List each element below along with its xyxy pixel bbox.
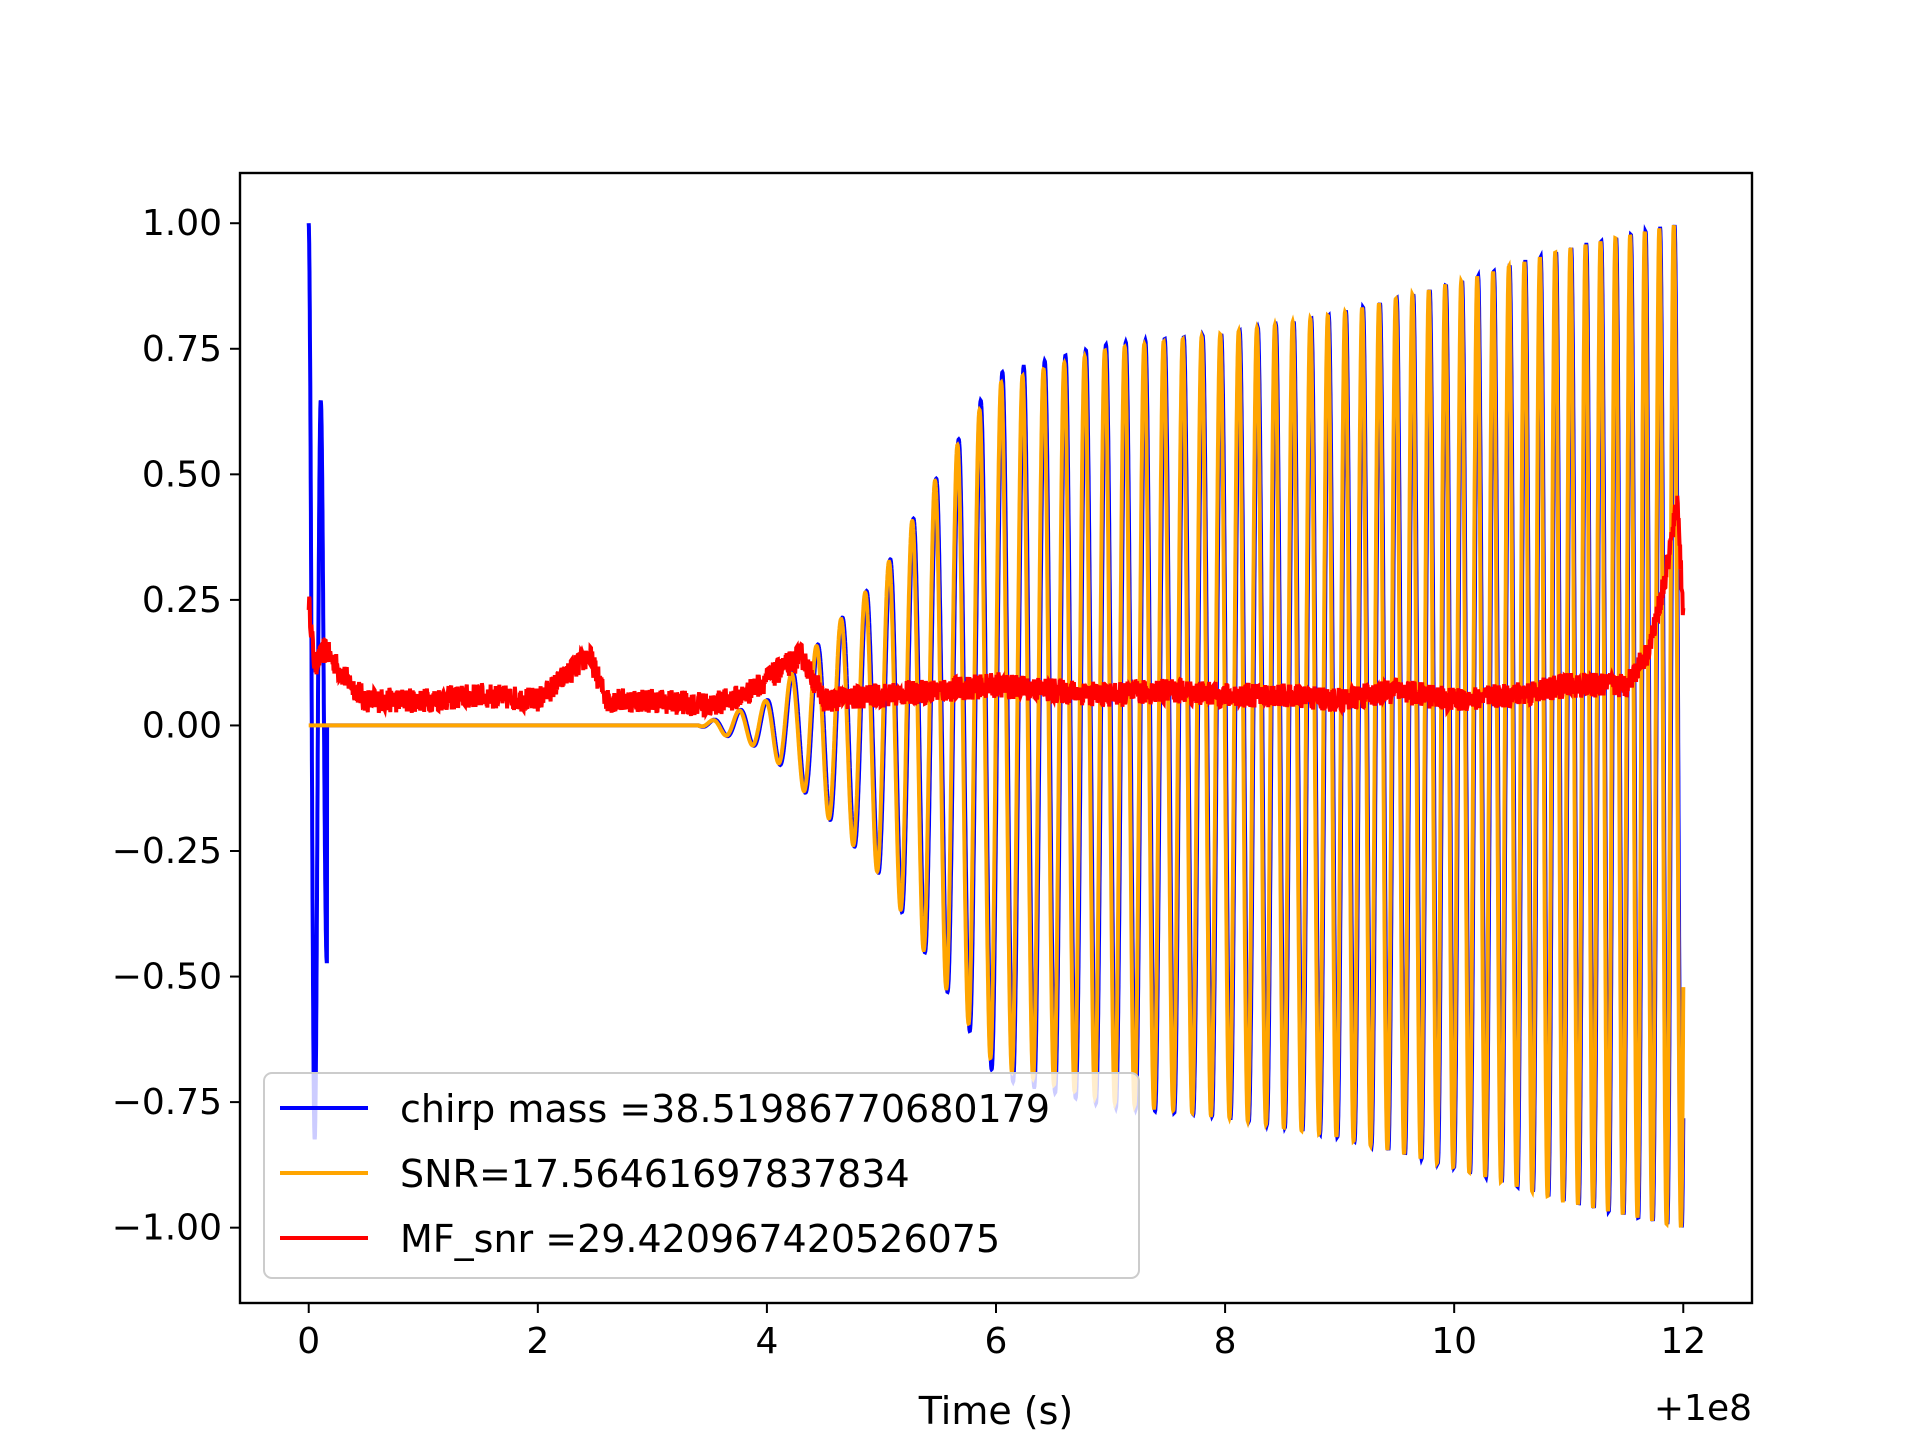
series-line-mf-snr bbox=[306, 495, 1686, 721]
y-tick-label: 0.75 bbox=[142, 329, 222, 370]
y-tick-label: −1.00 bbox=[112, 1208, 222, 1249]
x-tick-label: 12 bbox=[1660, 1321, 1706, 1362]
x-tick-label: 4 bbox=[755, 1321, 778, 1362]
x-tick-label: 10 bbox=[1431, 1321, 1477, 1362]
legend: chirp mass =38.51986770680179 SNR=17.564… bbox=[263, 1072, 1140, 1279]
x-axis-offset-label: +1e8 bbox=[1654, 1388, 1752, 1429]
x-tick-label: 8 bbox=[1214, 1321, 1237, 1362]
series-layer bbox=[306, 223, 1686, 1229]
y-tick-label: 0.25 bbox=[142, 580, 222, 621]
series-line-snr bbox=[308, 225, 1686, 1229]
x-tick-label: 2 bbox=[526, 1321, 549, 1362]
legend-label-mf-snr: MF_snr =29.420967420526075 bbox=[400, 1217, 1000, 1261]
legend-box bbox=[263, 1072, 1140, 1279]
y-axis: 1.00 0.75 0.50 0.25 0.00 −0.25 −0.50 −0.75 −1.00 bbox=[112, 203, 240, 1249]
x-axis: 0 2 4 6 8 10 12 bbox=[297, 1303, 1706, 1362]
y-tick-label: 1.00 bbox=[142, 203, 222, 244]
y-tick-label: 0.00 bbox=[142, 705, 222, 746]
y-tick-label: −0.50 bbox=[112, 957, 222, 998]
legend-label-chirp-mass: chirp mass =38.51986770680179 bbox=[400, 1087, 1050, 1131]
y-tick-label: 0.50 bbox=[142, 454, 222, 495]
legend-label-snr: SNR=17.56461697837834 bbox=[400, 1152, 910, 1196]
x-axis-label: Time (s) bbox=[918, 1389, 1074, 1433]
y-tick-label: −0.25 bbox=[112, 831, 222, 872]
x-tick-label: 0 bbox=[297, 1321, 320, 1362]
y-tick-label: −0.75 bbox=[112, 1082, 222, 1123]
x-tick-label: 6 bbox=[985, 1321, 1008, 1362]
